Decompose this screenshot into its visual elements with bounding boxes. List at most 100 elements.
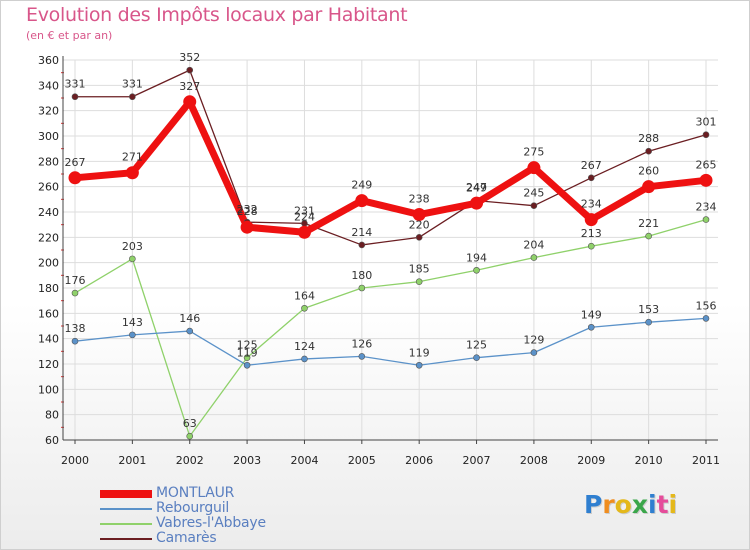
label-rebourguil-2011: 156 bbox=[696, 299, 717, 312]
point-vabres-l-abbaye-2005 bbox=[358, 284, 366, 292]
label-rebourguil-2001: 143 bbox=[122, 316, 143, 329]
label-camar-s-2003: 232 bbox=[237, 203, 258, 216]
x-tick-2006: 2006 bbox=[405, 454, 433, 467]
x-tick-2010: 2010 bbox=[635, 454, 663, 467]
label-camar-s-2006: 220 bbox=[409, 218, 430, 231]
point-montlaur-2001 bbox=[125, 166, 139, 180]
label-camar-s-2000: 331 bbox=[65, 78, 86, 91]
label-rebourguil-2000: 138 bbox=[65, 322, 86, 335]
label-rebourguil-2003: 119 bbox=[237, 346, 258, 359]
chart-subtitle: (en € et par an) bbox=[26, 29, 113, 42]
series-line-vabres-l-abbaye bbox=[74, 218, 707, 437]
data-labels: 331 331 352 232 231 214 220 249 245 267 288 301 176 2… bbox=[65, 51, 717, 430]
y-tick-60: 60 bbox=[45, 434, 59, 447]
y-tick-180: 180 bbox=[38, 282, 59, 295]
label-montlaur-2001: 271 bbox=[122, 151, 143, 164]
label-camar-s-2002: 352 bbox=[179, 51, 200, 64]
point-camar-s-2000 bbox=[71, 93, 79, 101]
point-vabres-l-abbaye-2001 bbox=[129, 255, 136, 263]
point-rebourguil-2011 bbox=[702, 315, 710, 322]
point-rebourguil-2008 bbox=[530, 349, 538, 356]
y-tick-140: 140 bbox=[38, 333, 59, 346]
point-camar-s-2011 bbox=[702, 131, 710, 139]
label-montlaur-2008: 275 bbox=[523, 146, 544, 159]
legend-swatch bbox=[100, 538, 152, 540]
point-montlaur-2003 bbox=[240, 220, 254, 234]
label-rebourguil-2009: 149 bbox=[581, 308, 602, 321]
x-tick-2007: 2007 bbox=[463, 454, 491, 467]
label-rebourguil-2008: 129 bbox=[523, 334, 544, 347]
label-rebourguil-2004: 124 bbox=[294, 340, 315, 353]
label-camar-s-2001: 331 bbox=[122, 78, 143, 91]
label-vabres-l-abbaye-2000: 176 bbox=[65, 274, 86, 287]
y-tick-260: 260 bbox=[38, 181, 59, 194]
label-rebourguil-2005: 126 bbox=[351, 337, 372, 350]
y-tick-280: 280 bbox=[38, 155, 59, 168]
label-vabres-l-abbaye-2009: 213 bbox=[581, 227, 602, 240]
y-tick-220: 220 bbox=[38, 231, 59, 244]
label-rebourguil-2010: 153 bbox=[638, 303, 659, 316]
label-vabres-l-abbaye-2002: 63 bbox=[183, 417, 197, 430]
point-vabres-l-abbaye-2010 bbox=[645, 232, 652, 240]
logo-letter: o bbox=[614, 490, 632, 519]
legend-label: Rebourguil bbox=[156, 500, 230, 516]
series-points bbox=[68, 66, 713, 440]
x-tick-2004: 2004 bbox=[290, 454, 318, 467]
label-vabres-l-abbaye-2005: 180 bbox=[351, 269, 372, 282]
logo-letter: r bbox=[602, 490, 615, 519]
point-camar-s-2002 bbox=[186, 66, 194, 74]
label-camar-s-2009: 267 bbox=[581, 159, 602, 172]
point-rebourguil-2002 bbox=[186, 327, 194, 335]
y-tick-360: 360 bbox=[38, 54, 59, 67]
x-tick-2003: 2003 bbox=[233, 454, 261, 467]
point-vabres-l-abbaye-2003 bbox=[243, 354, 251, 361]
label-montlaur-2006: 238 bbox=[409, 193, 430, 206]
label-montlaur-2011: 265 bbox=[696, 158, 717, 171]
point-rebourguil-2007 bbox=[473, 354, 480, 361]
point-camar-s-2010 bbox=[645, 147, 652, 155]
point-camar-s-2008 bbox=[530, 202, 538, 209]
y-tick-160: 160 bbox=[38, 307, 59, 320]
axes bbox=[61, 56, 718, 444]
point-montlaur-2008 bbox=[527, 161, 541, 175]
label-camar-s-2005: 214 bbox=[351, 226, 372, 239]
point-vabres-l-abbaye-2009 bbox=[587, 242, 595, 250]
x-tick-2011: 2011 bbox=[692, 454, 720, 467]
label-montlaur-2002: 327 bbox=[179, 80, 200, 93]
y-tick-120: 120 bbox=[38, 358, 59, 371]
point-montlaur-2007 bbox=[470, 196, 484, 210]
point-vabres-l-abbaye-2006 bbox=[415, 278, 423, 285]
x-tick-2001: 2001 bbox=[118, 454, 146, 467]
x-tick-2005: 2005 bbox=[348, 454, 376, 467]
label-montlaur-2000: 267 bbox=[65, 156, 86, 169]
point-rebourguil-2000 bbox=[71, 337, 79, 345]
point-vabres-l-abbaye-2002 bbox=[186, 432, 194, 440]
legend-swatch bbox=[100, 490, 152, 498]
label-rebourguil-2006: 119 bbox=[409, 346, 430, 359]
x-tick-2002: 2002 bbox=[176, 454, 204, 467]
y-tick-80: 80 bbox=[45, 409, 59, 422]
label-vabres-l-abbaye-2008: 204 bbox=[523, 239, 544, 252]
series-line-montlaur bbox=[71, 98, 710, 236]
label-vabres-l-abbaye-2003: 125 bbox=[237, 339, 258, 352]
point-camar-s-2005 bbox=[358, 241, 366, 249]
legend-label: MONTLAUR bbox=[156, 485, 235, 501]
point-rebourguil-2009 bbox=[587, 323, 595, 331]
point-montlaur-2009 bbox=[584, 213, 598, 227]
point-vabres-l-abbaye-2000 bbox=[71, 289, 79, 297]
proxiti-logo: Proxiti bbox=[584, 490, 677, 519]
logo-letter: i bbox=[648, 490, 657, 519]
legend-label: Vabres-l'Abbaye bbox=[156, 515, 266, 531]
y-tick-240: 240 bbox=[38, 206, 59, 219]
point-camar-s-2009 bbox=[587, 174, 595, 182]
logo-letter: t bbox=[656, 490, 669, 519]
point-rebourguil-2005 bbox=[358, 353, 366, 360]
label-montlaur-2009: 234 bbox=[581, 198, 602, 211]
chart-title: Evolution des Impôts locaux par Habitant bbox=[26, 4, 408, 26]
point-camar-s-2006 bbox=[415, 234, 423, 241]
grid-lines bbox=[63, 59, 718, 441]
point-rebourguil-2006 bbox=[415, 361, 423, 369]
label-vabres-l-abbaye-2006: 185 bbox=[409, 263, 430, 276]
label-camar-s-2004: 231 bbox=[294, 204, 315, 217]
